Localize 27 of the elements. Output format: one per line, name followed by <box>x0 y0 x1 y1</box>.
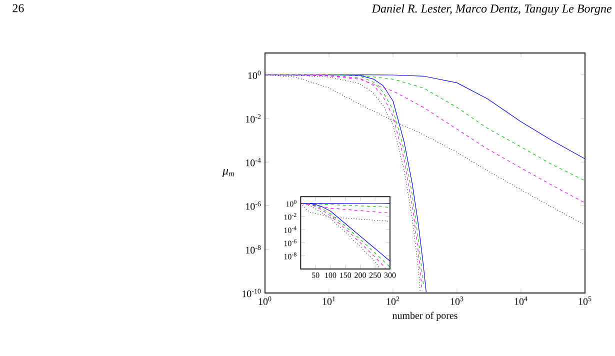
y-tick-label: 10$^{-8}$ <box>246 245 261 254</box>
text: 26 <box>12 4 24 12</box>
y-tick-label: 10$^{-4}$ <box>284 226 297 233</box>
x-tick-label: 150 <box>340 272 352 278</box>
x-tick-label: 10$^{0}$ <box>258 296 272 305</box>
x-tick-label: 10$^{4}$ <box>514 296 528 305</box>
x-axis-title: number of pores <box>392 312 458 321</box>
x-tick-label: 50 <box>312 272 320 278</box>
x-tick-label: 10$^{3}$ <box>450 296 464 305</box>
y-tick-label: 10$^{0}$ <box>248 70 261 80</box>
x-tick-label: 250 <box>369 272 381 278</box>
y-tick-label: 10$^{-10}$ <box>242 288 261 298</box>
x-tick-label: 100 <box>325 272 336 278</box>
y-tick-label: 10$^{-4}$ <box>246 158 261 166</box>
y-axis-title: μ$_{m}$ <box>222 168 234 178</box>
y-tick-label: 10$^{-6}$ <box>284 239 296 246</box>
x-tick-label: 10$^{2}$ <box>386 296 400 305</box>
y-tick-label: 10$^{-8}$ <box>284 252 296 260</box>
x-tick-label: 300 <box>384 272 396 278</box>
x-tick-label: 200 <box>354 272 366 278</box>
y-tick-label: 10$^{-2}$ <box>284 212 296 220</box>
y-tick-label: 10$^{-2}$ <box>246 114 261 123</box>
y-tick-label: 10$^{-6}$ <box>246 202 261 210</box>
y-tick-label: 10$^{0}$ <box>286 200 296 207</box>
x-tick-label: 10$^{5}$ <box>578 296 592 305</box>
text: Daniel R. Lester, Marco Dentz, Tanguy Le Borgne <box>372 4 612 16</box>
x-tick-label: 10$^{1}$ <box>322 296 336 305</box>
